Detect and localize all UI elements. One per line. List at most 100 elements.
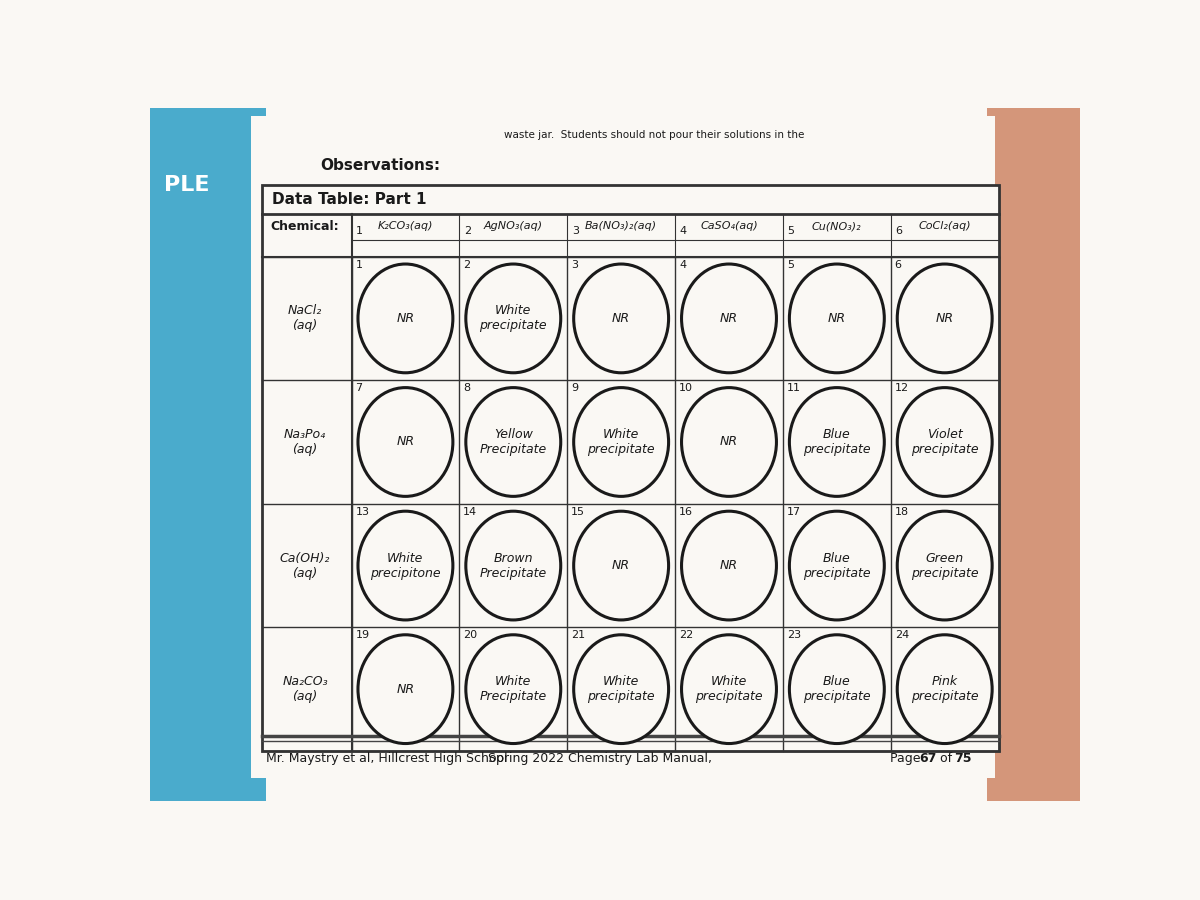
Text: NR: NR — [828, 312, 846, 325]
Text: 75: 75 — [954, 752, 972, 765]
Ellipse shape — [898, 634, 992, 743]
Ellipse shape — [358, 264, 452, 373]
Ellipse shape — [358, 634, 452, 743]
Text: Green
precipitate: Green precipitate — [911, 552, 978, 580]
Text: NR: NR — [720, 312, 738, 325]
FancyBboxPatch shape — [150, 108, 266, 801]
Ellipse shape — [790, 634, 884, 743]
Text: Data Table: Part 1: Data Table: Part 1 — [271, 192, 426, 207]
Text: 1: 1 — [356, 226, 364, 236]
Text: 2: 2 — [463, 260, 470, 270]
Text: 5: 5 — [787, 260, 793, 270]
Text: Page: Page — [890, 752, 925, 765]
Ellipse shape — [682, 264, 776, 373]
Text: White
precipitate: White precipitate — [480, 304, 547, 332]
Text: CoCl₂(aq): CoCl₂(aq) — [918, 221, 971, 231]
Text: 8: 8 — [463, 383, 470, 393]
FancyBboxPatch shape — [986, 108, 1080, 801]
Text: Ca(OH)₂
(aq): Ca(OH)₂ (aq) — [280, 552, 330, 580]
Text: Cu(NO₃)₂: Cu(NO₃)₂ — [812, 221, 862, 231]
Text: White
precipitone: White precipitone — [370, 552, 440, 580]
Text: NR: NR — [396, 436, 414, 448]
Ellipse shape — [358, 511, 452, 620]
Ellipse shape — [358, 388, 452, 497]
Text: 13: 13 — [355, 507, 370, 517]
Text: NR: NR — [720, 436, 738, 448]
Text: White
Precipitate: White Precipitate — [480, 675, 547, 703]
Text: Pink
precipitate: Pink precipitate — [911, 675, 978, 703]
Ellipse shape — [574, 511, 668, 620]
Text: Ba(NO₃)₂(aq): Ba(NO₃)₂(aq) — [586, 221, 658, 231]
Text: 15: 15 — [571, 507, 586, 517]
Text: NR: NR — [720, 559, 738, 572]
Text: 11: 11 — [787, 383, 800, 393]
Text: 20: 20 — [463, 630, 478, 641]
Text: PLE: PLE — [164, 175, 210, 195]
Text: 12: 12 — [895, 383, 908, 393]
Text: Na₂CO₃
(aq): Na₂CO₃ (aq) — [282, 675, 328, 703]
Text: of: of — [936, 752, 956, 765]
Text: 6: 6 — [895, 226, 902, 236]
Text: 7: 7 — [355, 383, 362, 393]
Text: 5: 5 — [787, 226, 794, 236]
Text: White
precipitate: White precipitate — [695, 675, 763, 703]
Text: Chemical:: Chemical: — [270, 220, 338, 232]
Text: White
precipitate: White precipitate — [587, 428, 655, 456]
Text: Observations:: Observations: — [320, 158, 440, 173]
Bar — [251, 116, 995, 778]
Ellipse shape — [466, 634, 560, 743]
Text: NR: NR — [612, 312, 630, 325]
Text: 2: 2 — [464, 226, 472, 236]
Text: 21: 21 — [571, 630, 586, 641]
Ellipse shape — [790, 264, 884, 373]
Ellipse shape — [466, 264, 560, 373]
Ellipse shape — [466, 388, 560, 497]
Text: 14: 14 — [463, 507, 478, 517]
Text: 17: 17 — [787, 507, 800, 517]
Text: Spring 2022 Chemistry Lab Manual,: Spring 2022 Chemistry Lab Manual, — [487, 752, 712, 765]
Text: NR: NR — [396, 312, 414, 325]
Text: 18: 18 — [895, 507, 908, 517]
Text: NaCl₂
(aq): NaCl₂ (aq) — [288, 304, 323, 332]
Text: NR: NR — [936, 312, 954, 325]
Text: 67: 67 — [919, 752, 936, 765]
Ellipse shape — [898, 388, 992, 497]
Ellipse shape — [574, 634, 668, 743]
Ellipse shape — [790, 388, 884, 497]
Bar — [263, 185, 998, 751]
Text: AgNO₃(aq): AgNO₃(aq) — [484, 221, 542, 231]
Text: NR: NR — [396, 683, 414, 696]
Ellipse shape — [898, 511, 992, 620]
Text: Violet
precipitate: Violet precipitate — [911, 428, 978, 456]
Text: Blue
precipitate: Blue precipitate — [803, 428, 871, 456]
Text: 1: 1 — [355, 260, 362, 270]
Text: Brown
Precipitate: Brown Precipitate — [480, 552, 547, 580]
Text: NR: NR — [612, 559, 630, 572]
Ellipse shape — [790, 511, 884, 620]
Text: waste jar.  Students should not pour their solutions in the: waste jar. Students should not pour thei… — [504, 130, 804, 140]
Text: CaSO₄(aq): CaSO₄(aq) — [700, 221, 758, 231]
Text: White
precipitate: White precipitate — [587, 675, 655, 703]
Text: 24: 24 — [895, 630, 908, 641]
Ellipse shape — [574, 388, 668, 497]
Text: 4: 4 — [679, 260, 686, 270]
Text: 19: 19 — [355, 630, 370, 641]
Text: 3: 3 — [572, 226, 578, 236]
Ellipse shape — [898, 264, 992, 373]
Ellipse shape — [682, 634, 776, 743]
Text: Yellow
Precipitate: Yellow Precipitate — [480, 428, 547, 456]
Text: Blue
precipitate: Blue precipitate — [803, 675, 871, 703]
Text: Mr. Maystry et al, Hillcrest High School: Mr. Maystry et al, Hillcrest High School — [266, 752, 508, 765]
Text: Blue
precipitate: Blue precipitate — [803, 552, 871, 580]
Text: 22: 22 — [679, 630, 694, 641]
Ellipse shape — [682, 388, 776, 497]
Ellipse shape — [682, 511, 776, 620]
Ellipse shape — [574, 264, 668, 373]
Text: 9: 9 — [571, 383, 578, 393]
Text: 23: 23 — [787, 630, 800, 641]
Ellipse shape — [466, 511, 560, 620]
Text: K₂CO₃(aq): K₂CO₃(aq) — [378, 221, 433, 231]
Text: 16: 16 — [679, 507, 692, 517]
Text: 4: 4 — [679, 226, 686, 236]
Text: Na₃Po₄
(aq): Na₃Po₄ (aq) — [284, 428, 326, 456]
